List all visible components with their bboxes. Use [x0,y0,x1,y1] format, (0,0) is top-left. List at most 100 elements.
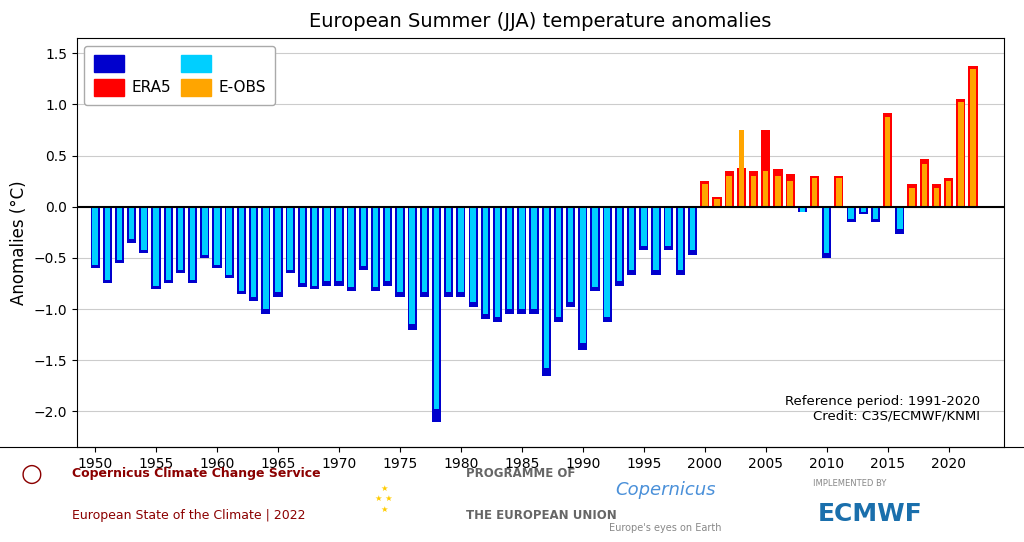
Bar [922,164,927,207]
Bar [934,188,939,207]
Bar [895,207,904,234]
Bar [763,171,768,207]
Bar [127,207,136,243]
Bar [469,207,477,307]
Bar [495,207,501,317]
Bar [568,207,573,302]
Bar [907,184,916,207]
Bar [614,207,624,286]
Bar [810,176,819,207]
Bar [310,207,319,288]
Bar [678,207,683,270]
Bar [971,69,976,207]
Bar [397,207,402,292]
Bar [860,207,866,212]
Bar [837,178,842,207]
Bar [505,207,514,314]
Bar [139,207,148,253]
Bar [358,207,368,270]
Bar [261,207,270,314]
Bar [847,207,856,222]
Bar [383,207,392,286]
Bar [323,207,332,286]
Bar [542,207,551,376]
Bar [212,207,221,268]
Bar [214,207,220,265]
Bar [798,207,807,212]
Bar [129,207,134,240]
Bar [676,207,685,275]
Bar [298,207,307,287]
Bar [738,130,744,207]
Bar [202,207,208,255]
Text: ECMWF: ECMWF [818,501,923,526]
Bar [432,207,441,422]
Bar [579,207,588,350]
Bar [639,207,648,250]
Bar [737,168,745,207]
Bar [336,207,342,281]
Bar [117,207,122,260]
Bar [688,207,697,255]
Y-axis label: Anomalies (°C): Anomalies (°C) [10,180,28,305]
Bar [166,207,171,280]
Bar [275,207,281,292]
Bar [457,207,466,297]
Bar [273,207,283,297]
Bar [348,207,354,287]
Bar [629,207,634,270]
Bar [871,207,880,222]
Bar [726,176,732,207]
Bar [507,207,512,309]
Text: IMPLEMENTED BY: IMPLEMENTED BY [813,479,887,488]
Bar [749,171,758,207]
Bar [725,171,734,207]
Bar [800,207,805,212]
Bar [751,176,757,207]
Bar [822,207,831,258]
Text: ★
★ ★
★: ★ ★ ★ ★ [375,484,393,513]
Bar [848,207,854,219]
Bar [373,207,378,287]
Bar [312,207,317,286]
Bar [958,102,964,207]
Bar [385,207,390,281]
Bar [713,197,722,207]
Bar [346,207,355,291]
Bar [909,188,914,207]
Bar [700,181,710,207]
Bar [115,207,124,263]
Bar [653,207,658,270]
Bar [300,207,305,283]
Bar [517,207,526,314]
Bar [226,207,232,275]
Bar [787,181,793,207]
Bar [201,207,209,258]
Text: ○: ○ [20,462,42,486]
Bar [531,207,537,309]
Bar [666,207,671,246]
Bar [360,207,367,266]
Bar [944,178,953,207]
Bar [188,207,198,283]
Bar [580,207,586,343]
Bar [664,207,673,250]
Text: THE EUROPEAN UNION: THE EUROPEAN UNION [466,509,616,522]
Bar [714,198,720,207]
Bar [690,207,695,250]
Text: PROGRAMME OF: PROGRAMME OF [466,467,575,480]
Bar [408,207,417,330]
Bar [458,207,464,292]
Bar [239,207,244,291]
Bar [335,207,343,286]
Bar [263,207,268,309]
Bar [519,207,524,309]
Bar [482,207,488,314]
Text: Copernicus: Copernicus [615,481,716,499]
Bar [141,207,146,250]
Bar [932,184,941,207]
Bar [410,207,415,324]
Text: Europe's eyes on Earth: Europe's eyes on Earth [609,523,722,533]
Text: Reference period: 1991-2020
Credit: C3S/ECMWF/KNMI: Reference period: 1991-2020 Credit: C3S/… [785,395,980,423]
Bar [446,207,452,292]
